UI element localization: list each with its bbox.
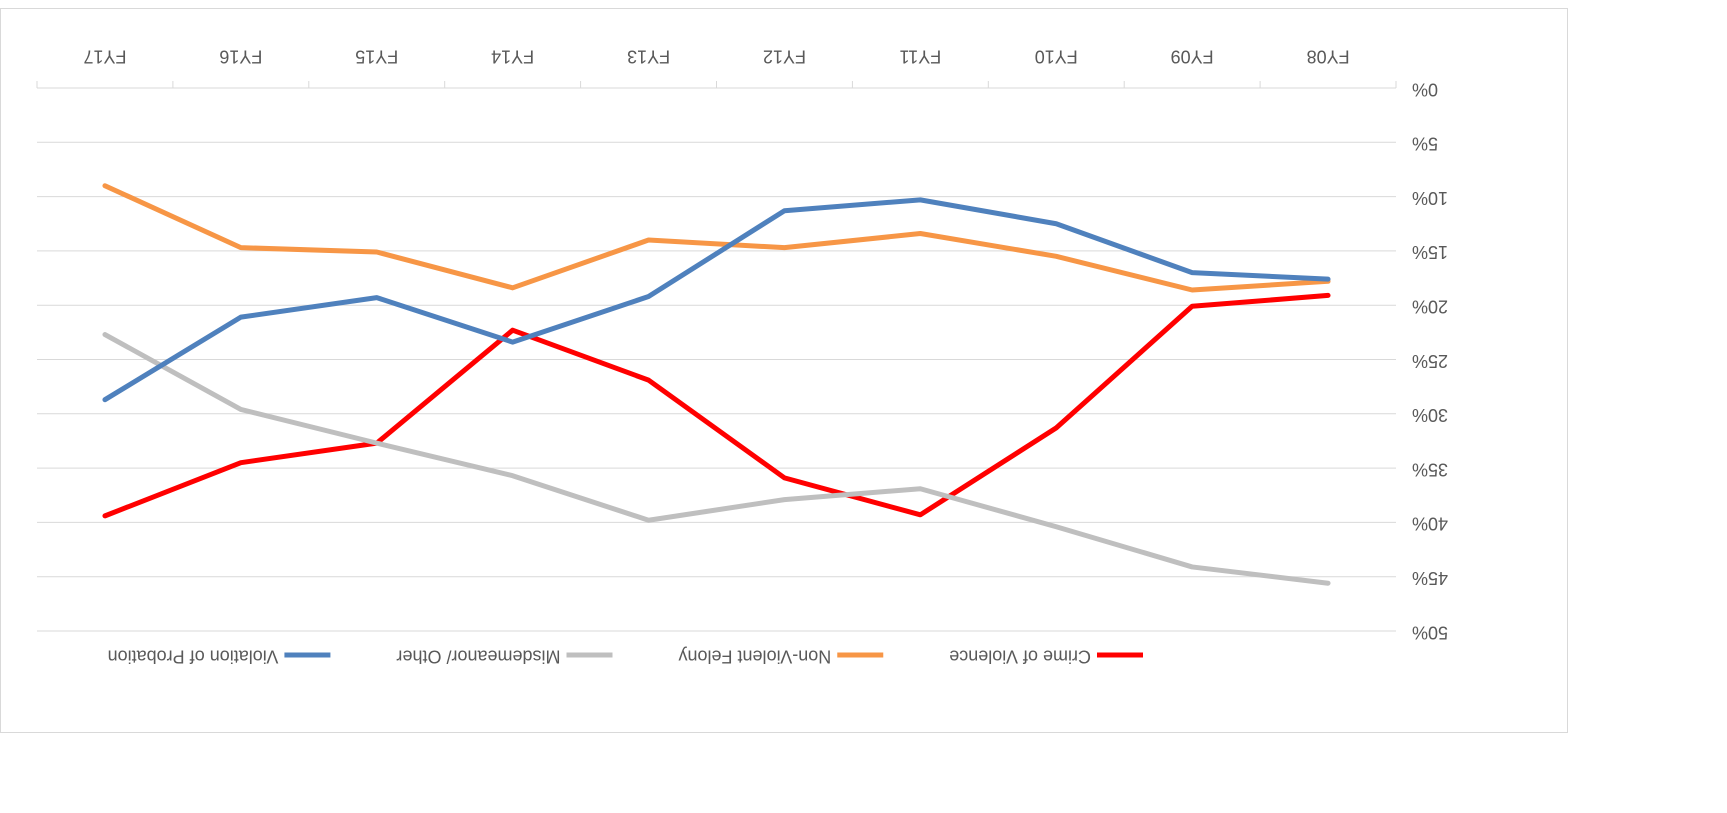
y-tick-label: 20%: [1412, 296, 1448, 316]
x-tick-label: FY15: [355, 46, 398, 66]
x-tick-label: FY09: [1171, 46, 1214, 66]
y-tick-label: 25%: [1412, 351, 1448, 371]
series-line: [102, 292, 1331, 519]
series-line: [102, 183, 1331, 293]
x-tick-label: FY14: [491, 46, 534, 66]
y-tick-label: 35%: [1412, 459, 1448, 479]
x-tick-label: FY16: [219, 46, 262, 66]
legend-label: Misdemeanor/ Other: [396, 646, 560, 666]
legend-label: Non-Violent Felony: [679, 646, 832, 666]
y-tick-label: 45%: [1412, 568, 1448, 588]
y-tick-label: 50%: [1412, 622, 1448, 642]
y-tick-label: 10%: [1412, 188, 1448, 208]
x-tick-label: FY11: [900, 46, 942, 66]
y-tick-label: 40%: [1412, 514, 1448, 534]
series-line: [102, 197, 1331, 403]
y-tick-label: 5%: [1412, 134, 1438, 154]
chart-frame: [0, 8, 1568, 733]
y-tick-label: 0%: [1412, 79, 1438, 99]
x-tick-label: FY13: [627, 46, 670, 66]
x-tick-label: FY08: [1307, 46, 1350, 66]
legend-label: Violation of Probation: [108, 646, 279, 666]
x-tick-label: FY17: [83, 46, 126, 66]
y-tick-label: 15%: [1412, 242, 1448, 262]
x-tick-label: FY12: [763, 46, 806, 66]
legend-label: Crime of Violence: [949, 646, 1091, 666]
x-tick-label: FY10: [1035, 46, 1078, 66]
y-tick-label: 30%: [1412, 405, 1448, 425]
series-line: [102, 332, 1331, 586]
